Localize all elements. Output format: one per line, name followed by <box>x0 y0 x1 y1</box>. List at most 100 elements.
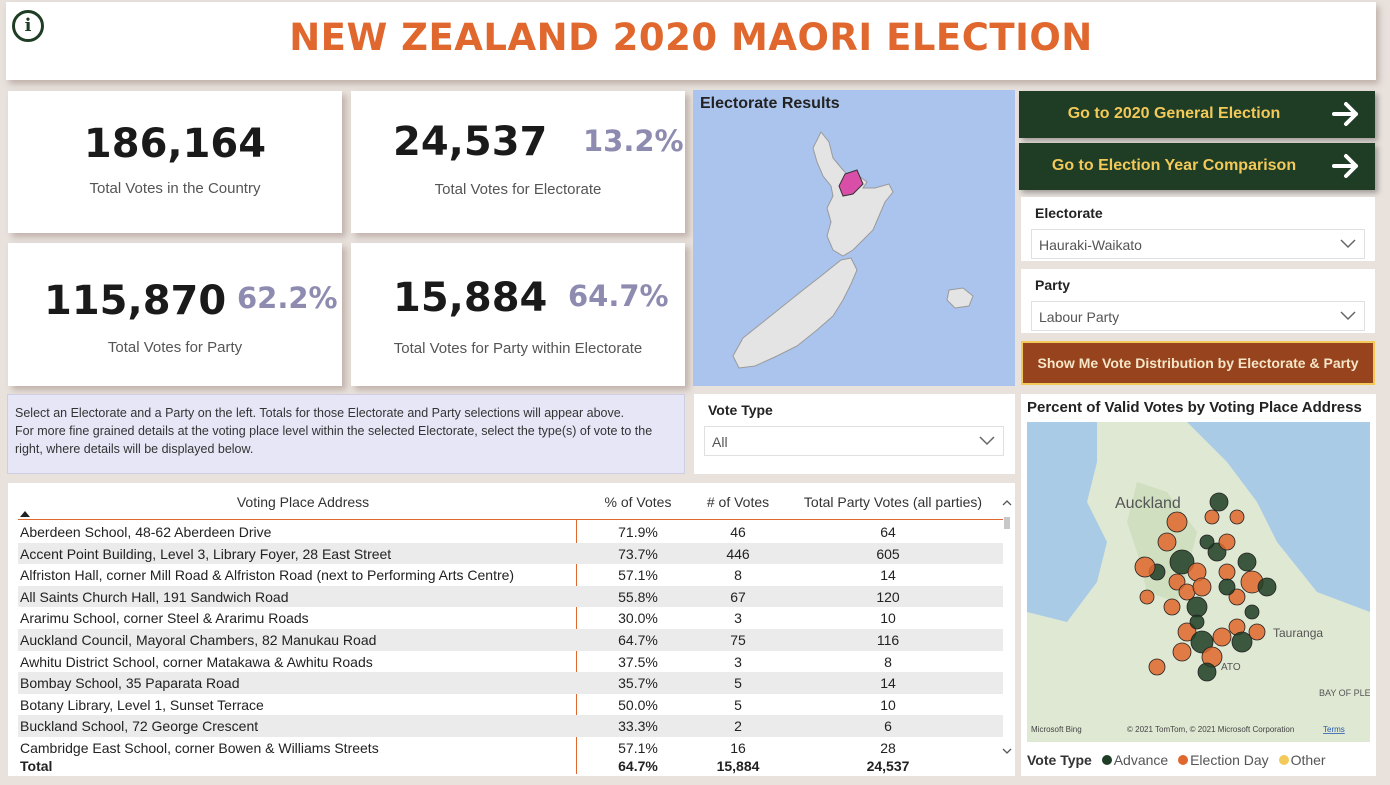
table-row[interactable]: Auckland Council, Mayoral Chambers, 82 M… <box>18 629 1003 651</box>
voting-place-bubble[interactable] <box>1218 563 1236 581</box>
voting-place-bubble[interactable] <box>1186 596 1208 618</box>
table-row[interactable]: Awhitu District School, corner Matakawa … <box>18 651 1003 673</box>
voting-place-bubble[interactable] <box>1178 583 1196 601</box>
scroll-up-icon[interactable] <box>1002 499 1012 507</box>
column-header-pct[interactable]: % of Votes <box>604 494 672 510</box>
slicer-title: Electorate <box>1035 205 1103 221</box>
voting-place-bubble[interactable] <box>1189 614 1205 630</box>
column-header-count[interactable]: # of Votes <box>706 494 770 510</box>
voting-place-bubble[interactable] <box>1157 532 1177 552</box>
cell-total: 605 <box>876 545 900 562</box>
kpi-label: Total Votes in the Country <box>89 180 261 197</box>
map-title: Percent of Valid Votes by Voting Place A… <box>1027 399 1362 416</box>
instructions-panel: Select an Electorate and a Party on the … <box>7 394 685 474</box>
voting-place-bubble[interactable] <box>1192 577 1212 597</box>
sort-ascending-icon[interactable] <box>20 511 30 517</box>
table-row[interactable]: Buckland School, 72 George Crescent 33.3%… <box>18 715 1003 737</box>
cell-count: 3 <box>734 610 742 627</box>
voting-place-bubble[interactable] <box>1248 623 1266 641</box>
cell-count: 446 <box>726 545 750 562</box>
kpi-value: 186,164 <box>83 121 267 167</box>
cell-count: 5 <box>734 675 742 692</box>
cell-total: 120 <box>876 588 900 605</box>
column-header-address[interactable]: Voting Place Address <box>236 494 370 510</box>
table-row[interactable]: Cambridge East School, corner Bowen & Wi… <box>18 737 1003 759</box>
vote-type-legend: Vote Type Advance Election Day Other <box>1027 752 1326 768</box>
voting-place-bubble[interactable] <box>1166 511 1188 533</box>
dropdown-value: Labour Party <box>1039 309 1120 325</box>
legend-item[interactable]: Advance <box>1113 752 1169 768</box>
voting-place-bubble[interactable] <box>1237 552 1257 572</box>
voting-place-bubble[interactable] <box>1228 588 1246 606</box>
voting-place-bubble[interactable] <box>1204 509 1220 525</box>
cell-pct: 35.7% <box>618 675 658 692</box>
cell-count: 75 <box>730 632 746 648</box>
voting-place-bubble[interactable] <box>1218 578 1236 596</box>
column-header-total[interactable]: Total Party Votes (all parties) <box>803 494 983 510</box>
scrollbar-thumb[interactable] <box>1004 517 1010 529</box>
terms-link[interactable]: Terms <box>1323 725 1345 734</box>
voting-place-bubble[interactable] <box>1139 589 1155 605</box>
party-slicer: Party Labour Party <box>1021 269 1375 333</box>
legend-item[interactable]: Election Day <box>1190 752 1269 768</box>
table-row[interactable]: Aberdeen School, 48-62 Aberdeen Drive 71.… <box>18 521 1003 543</box>
table-row[interactable]: Accent Point Building, Level 3, Library … <box>18 542 1003 565</box>
table-row[interactable]: Alfriston Hall, corner Mill Road & Alfri… <box>18 564 1003 586</box>
kpi-label: Total Votes for Party <box>107 339 243 356</box>
voting-place-bubble[interactable] <box>1229 509 1245 525</box>
table-row[interactable]: Ararimu School, corner Steel & Ararimu R… <box>18 607 1003 629</box>
voting-place-bubble[interactable] <box>1218 533 1236 551</box>
go-general-election-button[interactable]: Go to 2020 General Election <box>1019 91 1375 138</box>
cell-total: 116 <box>876 632 900 648</box>
voting-place-bubble[interactable] <box>1134 556 1156 578</box>
voting-place-bubble[interactable] <box>1231 631 1253 653</box>
cell-pct: 55.8% <box>618 588 658 605</box>
chevron-down-icon <box>979 436 995 446</box>
legend-item[interactable]: Other <box>1290 752 1326 768</box>
table-row[interactable]: Bombay School, 35 Paparata Road 35.7% 5 14 <box>18 672 1003 694</box>
cell-address: Awhitu District School, corner Matakawa … <box>20 653 373 670</box>
voting-place-bubble[interactable] <box>1197 662 1217 682</box>
cell-pct: 64.7% <box>618 632 658 648</box>
voting-place-bubble[interactable] <box>1209 492 1229 512</box>
table-scrollbar[interactable] <box>1002 497 1012 757</box>
voting-place-bubble[interactable] <box>1163 598 1181 616</box>
voting-place-bubble[interactable] <box>1199 534 1215 550</box>
kpi-value: 115,870 <box>44 278 227 324</box>
scroll-down-icon[interactable] <box>1002 747 1012 755</box>
kpi-card-electorate: 24,537 13.2% Total Votes for Electorate <box>351 91 685 233</box>
electorate-map[interactable]: Electorate Results <box>693 90 1015 386</box>
voting-place-bubble[interactable] <box>1257 577 1277 597</box>
voting-place-bubble[interactable] <box>1244 604 1260 620</box>
total-label: Total <box>20 758 53 774</box>
instructions-line: Select an Electorate and a Party on the … <box>15 406 625 420</box>
voting-place-bubble[interactable] <box>1190 630 1214 654</box>
cell-address: Buckland School, 72 George Crescent <box>20 718 259 735</box>
electorate-dropdown[interactable]: Hauraki-Waikato <box>1031 229 1365 259</box>
voting-place-bubble[interactable] <box>1169 549 1195 575</box>
table-row[interactable]: Botany Library, Level 1, Sunset Terrace 5… <box>18 694 1003 716</box>
go-year-comparison-button[interactable]: Go to Election Year Comparison <box>1019 143 1375 190</box>
electorate-slicer: Electorate Hauraki-Waikato <box>1021 197 1375 261</box>
show-vote-distribution-button[interactable]: Show Me Vote Distribution by Electorate … <box>1021 341 1375 385</box>
voting-place-bubble[interactable] <box>1172 642 1192 662</box>
voting-place-bubble[interactable] <box>1168 573 1186 591</box>
bing-logo: Microsoft Bing <box>1031 725 1082 734</box>
voting-place-bubble[interactable] <box>1177 622 1197 642</box>
legend-dot-other <box>1278 755 1289 765</box>
kpi-percent: 62.2% <box>237 281 338 315</box>
info-icon[interactable]: i <box>12 10 44 42</box>
cell-count: 2 <box>734 718 742 735</box>
cell-count: 46 <box>730 524 746 540</box>
bubble-map-canvas[interactable]: Auckland Tauranga BAY OF PLE ATO Microso… <box>1027 422 1370 742</box>
map-place-label: Auckland <box>1115 495 1181 512</box>
vote-type-dropdown[interactable]: All <box>704 426 1004 456</box>
slicer-title: Vote Type <box>708 402 773 418</box>
kpi-value: 15,884 <box>393 275 548 321</box>
party-dropdown[interactable]: Labour Party <box>1031 301 1365 331</box>
cell-address: Aberdeen School, 48-62 Aberdeen Drive <box>20 524 272 540</box>
cell-pct: 33.3% <box>618 718 658 735</box>
voting-place-bubble[interactable] <box>1212 627 1232 647</box>
voting-place-bubble[interactable] <box>1148 658 1166 676</box>
table-row[interactable]: All Saints Church Hall, 191 Sandwich Roa… <box>18 585 1003 608</box>
